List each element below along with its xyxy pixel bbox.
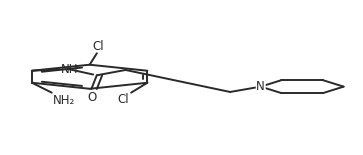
Text: NH: NH <box>60 63 78 76</box>
Text: Cl: Cl <box>118 93 129 106</box>
Text: N: N <box>256 80 265 93</box>
Text: O: O <box>88 91 97 104</box>
Text: Cl: Cl <box>93 40 105 53</box>
Text: NH₂: NH₂ <box>53 94 76 107</box>
